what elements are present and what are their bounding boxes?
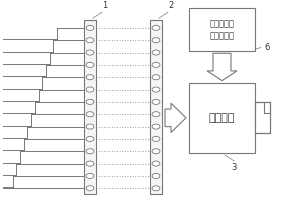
- Circle shape: [86, 124, 94, 129]
- Circle shape: [152, 62, 160, 67]
- Text: 锤电池供电: 锤电池供电: [209, 19, 235, 28]
- Circle shape: [86, 173, 94, 178]
- Circle shape: [86, 38, 94, 43]
- Circle shape: [86, 149, 94, 154]
- Circle shape: [86, 136, 94, 141]
- Circle shape: [86, 161, 94, 166]
- Bar: [150, 20, 162, 194]
- Text: 2: 2: [168, 1, 174, 10]
- Bar: [84, 20, 96, 194]
- Circle shape: [86, 50, 94, 55]
- Bar: [255, 102, 270, 133]
- Circle shape: [152, 186, 160, 191]
- Circle shape: [152, 124, 160, 129]
- Bar: [264, 113, 270, 123]
- Circle shape: [86, 75, 94, 80]
- Circle shape: [152, 38, 160, 43]
- Circle shape: [152, 75, 160, 80]
- Circle shape: [86, 186, 94, 191]
- Circle shape: [152, 99, 160, 104]
- Circle shape: [152, 112, 160, 117]
- Text: 3: 3: [231, 163, 237, 172]
- Circle shape: [86, 87, 94, 92]
- Bar: [189, 8, 255, 51]
- Circle shape: [86, 99, 94, 104]
- Text: 及充电电路: 及充电电路: [209, 31, 235, 40]
- Text: 主控制器: 主控制器: [209, 113, 235, 123]
- Circle shape: [152, 173, 160, 178]
- Circle shape: [152, 25, 160, 30]
- Circle shape: [152, 136, 160, 141]
- Bar: [189, 83, 255, 153]
- Circle shape: [152, 149, 160, 154]
- Circle shape: [152, 161, 160, 166]
- Text: 6: 6: [264, 43, 269, 52]
- Polygon shape: [207, 53, 237, 81]
- Circle shape: [152, 50, 160, 55]
- Circle shape: [86, 25, 94, 30]
- Circle shape: [86, 112, 94, 117]
- Text: 1: 1: [102, 1, 108, 10]
- Circle shape: [86, 62, 94, 67]
- Polygon shape: [165, 103, 186, 133]
- Circle shape: [152, 87, 160, 92]
